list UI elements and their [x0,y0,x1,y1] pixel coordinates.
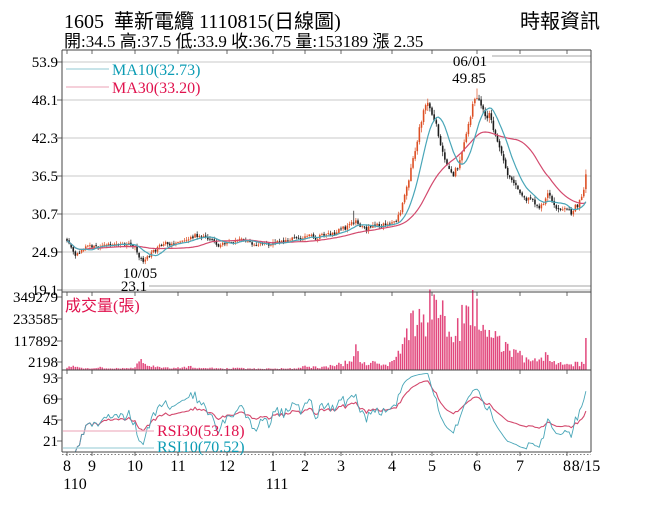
month-label: 8 [563,458,571,475]
month-label: 9 [88,458,96,475]
source-label: 時報資訊 [520,11,600,33]
rsi10-line [69,373,587,453]
month-label: 8/15 [572,458,600,475]
rsi-tick-label: 21 [43,434,58,450]
annotation-low-value: 23.1 [121,279,147,295]
month-label: 7 [516,458,524,475]
year-label: 110 [63,476,86,493]
month-label: 3 [337,458,345,475]
month-label: 2 [301,458,309,475]
rsi-tick-label: 45 [43,413,58,429]
price-tick-label: 30.7 [32,207,59,223]
year-label: 111 [266,476,289,493]
rsi30-legend: RSI30(53.18) [157,423,245,440]
rsi-lines [69,373,587,453]
rsi-tick-label: 69 [43,392,58,408]
ma30-legend: MA30(33.20) [112,80,200,97]
volume-tick-label: 349279 [13,290,58,306]
panel-borders [57,49,592,456]
legends: MA10(32.73)MA30(33.20) 成交量(張) RSI30(53.18)… [63,54,487,456]
ma10-legend: MA10(32.73) [112,62,200,79]
volume-tick-label: 233585 [13,312,58,328]
rsi-tick-label: 93 [43,371,58,387]
candlesticks [66,88,587,265]
price-tick-label: 53.9 [32,55,58,71]
rsi10-legend: RSI10(70.52) [157,439,245,456]
moving-average-lines [66,107,587,257]
ma30-line [66,131,587,250]
quote-line: 開:34.5 高:37.5 低:33.9 收:36.75 量:153189 漲 … [64,32,424,51]
month-label: 6 [473,458,481,475]
rsi30-line [69,380,587,453]
volume-tick-label: 2198 [28,355,58,371]
price-tick-label: 19.1 [32,283,58,299]
ma10-line [66,107,587,257]
volume-label: 成交量(張) [65,297,140,315]
month-label: 8 [63,458,71,475]
month-label: 12 [219,458,235,475]
annotation-high-date: 06/01 [453,54,487,70]
price-tick-label: 24.9 [32,245,58,261]
month-label: 10 [127,458,143,475]
month-label: 11 [170,458,185,475]
month-label: 1 [269,458,277,475]
price-tick-label: 42.3 [32,131,58,147]
month-label: 4 [388,458,396,475]
gridlines [62,61,591,291]
annotation-leader-lines [149,55,591,287]
price-tick-label: 36.5 [32,169,58,185]
annotation-low-date: 10/05 [123,266,157,282]
volume-bars [66,289,587,370]
price-tick-label: 48.1 [32,93,58,109]
month-label: 5 [428,458,436,475]
volume-tick-label: 117892 [14,334,58,350]
annotation-high-value: 49.85 [452,71,486,87]
chart-title: 1605 華新電纜 1110815(日線圖) [64,11,341,33]
